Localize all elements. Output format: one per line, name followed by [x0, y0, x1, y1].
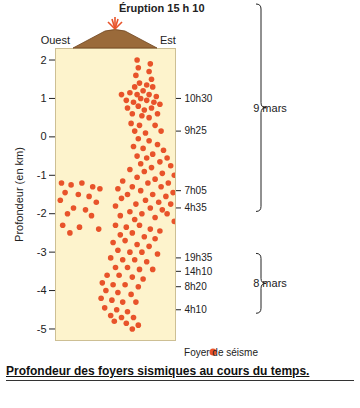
svg-text:Éruption 15 h 10: Éruption 15 h 10: [119, 2, 205, 14]
svg-text:1: 1: [40, 92, 46, 104]
svg-text:19h35: 19h35: [185, 252, 213, 263]
svg-text:Profondeur (en km): Profondeur (en km): [13, 147, 25, 242]
svg-text:-4: -4: [37, 284, 47, 296]
svg-text:0: 0: [40, 130, 46, 142]
svg-text:8 mars: 8 mars: [253, 277, 287, 289]
svg-text:-5: -5: [37, 322, 47, 334]
svg-text:2: 2: [40, 54, 46, 66]
svg-text:14h10: 14h10: [185, 266, 213, 277]
svg-text:10h30: 10h30: [185, 93, 213, 104]
svg-text:-2: -2: [37, 207, 47, 219]
svg-text:9 mars: 9 mars: [253, 102, 287, 114]
svg-text:8h20: 8h20: [185, 281, 208, 292]
svg-text:7h05: 7h05: [185, 185, 208, 196]
svg-text:Est: Est: [160, 34, 176, 46]
html-text:Profondeur des foyers sismique: Profondeur des foyers sismiques au cours…: [6, 364, 310, 378]
svg-text:-3: -3: [37, 246, 47, 258]
svg-text:4h10: 4h10: [185, 304, 208, 315]
svg-text:Foyer de séisme: Foyer de séisme: [184, 347, 258, 358]
svg-text:-1: -1: [37, 169, 47, 181]
svg-text:Ouest: Ouest: [41, 34, 70, 46]
svg-text:4h35: 4h35: [185, 202, 208, 213]
svg-text:9h25: 9h25: [185, 125, 208, 136]
